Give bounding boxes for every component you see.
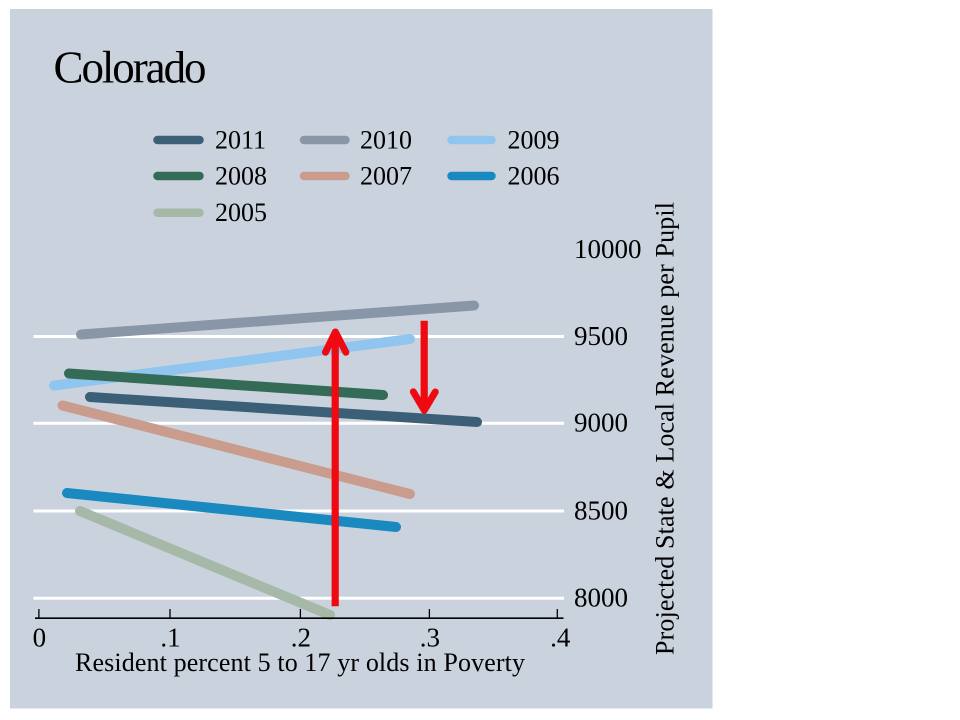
svg-text:0: 0 [33, 623, 47, 653]
svg-text:2008: 2008 [215, 162, 267, 191]
svg-text:.2: .2 [291, 623, 311, 653]
svg-text:9000: 9000 [574, 408, 628, 438]
svg-text:2006: 2006 [508, 162, 560, 191]
svg-text:Projected State & Local Revenu: Projected State & Local Revenue per Pupi… [651, 202, 680, 655]
svg-text:10000: 10000 [574, 234, 642, 264]
svg-text:2005: 2005 [215, 198, 267, 227]
svg-text:8000: 8000 [574, 583, 628, 613]
svg-text:9500: 9500 [574, 321, 628, 351]
svg-text:.1: .1 [160, 623, 180, 653]
svg-text:2011: 2011 [215, 126, 266, 155]
svg-text:2010: 2010 [360, 126, 412, 155]
svg-text:Resident percent 5 to 17 yr ol: Resident percent 5 to 17 yr olds in Pove… [75, 648, 525, 677]
svg-text:.3: .3 [420, 623, 440, 653]
svg-text:8500: 8500 [574, 496, 628, 526]
svg-text:Colorado: Colorado [54, 43, 207, 93]
svg-text:2007: 2007 [360, 162, 412, 191]
svg-text:2009: 2009 [508, 126, 560, 155]
svg-text:.4: .4 [550, 623, 571, 653]
